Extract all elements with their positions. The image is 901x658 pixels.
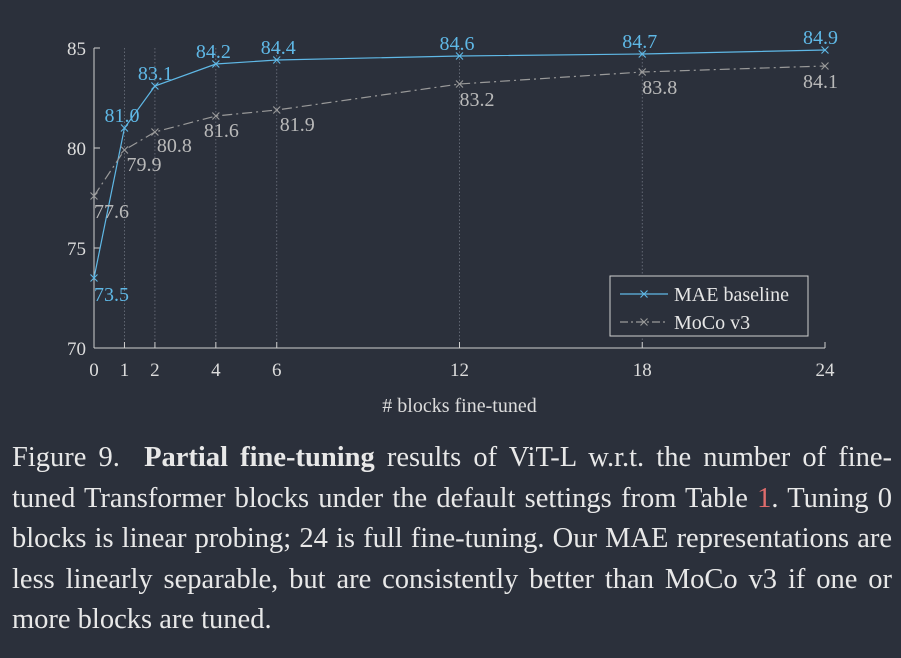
- legend-label-mae: MAE baseline: [674, 284, 789, 306]
- caption-text-2: . Tuning 0 blocks is linear probing; 24 …: [12, 482, 892, 636]
- x-tick-label: 18: [633, 360, 652, 381]
- x-tick-label: 1: [120, 360, 130, 381]
- moco-marker: [120, 146, 129, 154]
- caption-text-1: results of ViT-L w.r.t. the number of fi…: [12, 442, 893, 514]
- x-tick-label: 6: [272, 360, 282, 381]
- mae-series-line: [93, 49, 826, 279]
- moco-data-label: 81.9: [280, 114, 315, 136]
- figure-caption: Figure 9. Partial fine-tuning results of…: [12, 438, 892, 641]
- marker-stroke: [211, 60, 220, 68]
- moco-marker: [638, 68, 647, 76]
- moco-data-label: 83.2: [460, 89, 495, 111]
- mae-data-label: 84.4: [261, 37, 296, 59]
- mae-marker: [638, 50, 647, 58]
- x-tick-label: 2: [150, 360, 160, 381]
- legend-label-moco: MoCo v3: [674, 312, 750, 334]
- moco-marker: [151, 128, 159, 136]
- mae-marker: [821, 46, 829, 54]
- y-tick-label: 80: [67, 139, 86, 160]
- moco-marker: [90, 192, 98, 200]
- x-tick-label: 4: [211, 360, 221, 381]
- y-tick-label: 85: [67, 39, 86, 60]
- mae-data-label: 73.5: [94, 284, 129, 306]
- x-tick-label: 12: [450, 360, 469, 381]
- mae-data-label: 84.9: [803, 27, 838, 49]
- mae-marker: [455, 52, 464, 60]
- chart-area: 70 75 80 85 0 1 2 4 6 12 18 24 # blocks fine-tuned 73…: [67, 27, 838, 417]
- marker-stroke: [821, 46, 829, 54]
- mae-data-label: 84.7: [622, 31, 657, 53]
- marker-stroke: [455, 52, 464, 60]
- caption-bold-phrase: Partial fine-tuning: [144, 442, 375, 473]
- y-tick-label: 75: [67, 239, 86, 260]
- mae-data-label: 83.1: [138, 63, 173, 85]
- moco-marker: [272, 106, 281, 114]
- marker-stroke: [211, 112, 220, 120]
- marker-stroke: [638, 68, 647, 76]
- caption-table-ref[interactable]: 1: [757, 482, 772, 514]
- mae-marker: [120, 124, 129, 132]
- marker-stroke: [90, 192, 98, 200]
- caption-figure-number: Figure 9.: [12, 442, 120, 473]
- legend-marker: [640, 290, 648, 298]
- mae-marker: [272, 56, 281, 64]
- marker-stroke: [151, 128, 159, 136]
- marker-stroke: [638, 50, 647, 58]
- marker-stroke: [272, 56, 281, 64]
- marker-stroke: [120, 146, 129, 154]
- marker-stroke: [821, 62, 829, 70]
- marker-stroke: [90, 274, 98, 282]
- moco-data-label: 84.1: [803, 71, 838, 93]
- moco-data-label: 83.8: [642, 77, 677, 99]
- marker-stroke: [151, 82, 159, 90]
- marker-stroke: [272, 106, 281, 114]
- mae-marker: [211, 60, 220, 68]
- y-tick-label: 70: [67, 339, 86, 360]
- mae-data-label: 84.6: [440, 33, 475, 55]
- mae-marker: [151, 82, 159, 90]
- marker-stroke: [455, 80, 464, 88]
- marker-stroke: [120, 124, 129, 132]
- legend-box: [609, 275, 809, 337]
- moco-data-label: 79.9: [126, 154, 161, 176]
- moco-series-line: [93, 65, 826, 197]
- moco-marker: [211, 112, 220, 120]
- mae-marker: [90, 274, 98, 282]
- x-tick-label: 24: [816, 360, 836, 381]
- mae-data-label: 81.0: [104, 105, 139, 127]
- x-tick-label: 0: [89, 360, 99, 381]
- moco-data-label: 77.6: [94, 201, 129, 223]
- moco-marker: [455, 80, 464, 88]
- moco-data-label: 80.8: [157, 135, 192, 157]
- mae-data-label: 84.2: [196, 41, 231, 63]
- x-axis-label: # blocks fine-tuned: [382, 395, 536, 417]
- legend-marker: [640, 318, 648, 326]
- moco-data-label: 81.6: [204, 120, 239, 142]
- moco-marker: [821, 62, 829, 70]
